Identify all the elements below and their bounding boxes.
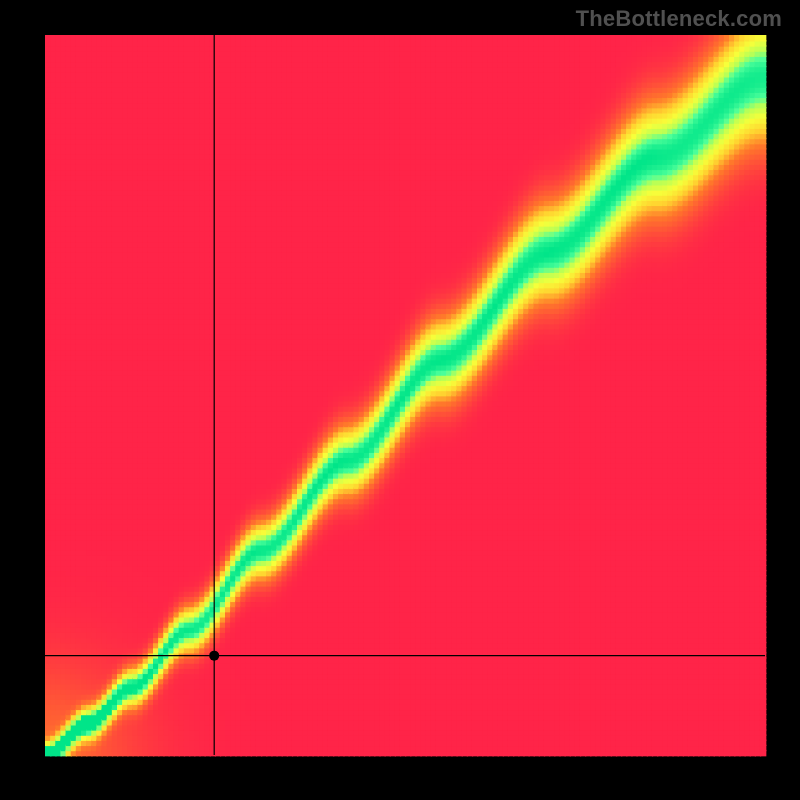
bottleneck-heatmap (0, 0, 800, 800)
watermark-text: TheBottleneck.com (576, 6, 782, 32)
chart-container: TheBottleneck.com (0, 0, 800, 800)
